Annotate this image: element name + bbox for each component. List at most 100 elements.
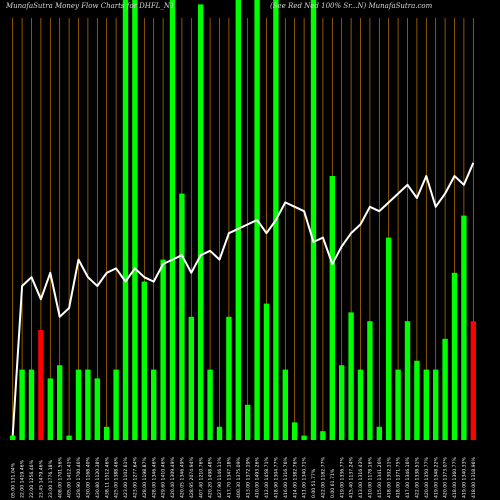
bar <box>386 237 392 440</box>
x-tick-label: 419.00 1336.77% <box>339 456 345 498</box>
x-tick-label: 407.40 1210.76% <box>198 456 204 498</box>
bar <box>376 426 382 440</box>
flow-line <box>11 162 475 436</box>
x-tick-label: 420.20 1498.48% <box>208 456 214 498</box>
x-tick-label: 417.70 1347.18% <box>227 456 233 498</box>
bar <box>113 369 119 440</box>
bar <box>207 369 213 440</box>
bar <box>263 303 270 440</box>
bar <box>19 369 25 440</box>
bar <box>10 435 16 440</box>
x-tick-label: 420.00 1373.07% <box>443 456 449 498</box>
x-tick-label: 429.90 1700.46% <box>76 456 82 498</box>
bar <box>104 426 110 440</box>
bar <box>414 360 420 440</box>
chart-title: MunafaSutra Money Flow Charts for DHFL_N… <box>5 2 174 10</box>
bar <box>57 365 63 440</box>
x-tick-label: 411.00 1340.71% <box>302 456 308 498</box>
bar <box>198 4 204 441</box>
bar <box>235 0 241 440</box>
x-tick-label: 412.00 1458.71% <box>264 456 270 498</box>
bar <box>442 338 448 440</box>
bar <box>310 0 317 440</box>
bar <box>461 215 467 440</box>
x-tick-label: 438.11 1512.46% <box>104 456 110 498</box>
chart-subtitle: (See Red Ned 100% Sr...N) MunafaSutra.co… <box>270 2 433 10</box>
bar <box>245 404 251 440</box>
x-tick-label: 414.00 1382.76% <box>292 456 298 498</box>
x-tick-label: 0.00 61.71% <box>330 468 336 498</box>
x-tick-label: 418.90 1304.77% <box>274 456 280 498</box>
bar <box>282 369 288 440</box>
x-tick-label: 423.00 1102.61% <box>123 456 129 498</box>
grid-lines <box>12 18 474 440</box>
x-tick-label: 430.80 1120.38% <box>95 456 101 498</box>
x-tick-label: 413.00 1372.19% <box>245 456 251 498</box>
x-tick-label: 22.00 1256.46% <box>29 459 35 498</box>
bar <box>320 431 326 440</box>
bar <box>451 272 458 440</box>
bar <box>28 369 35 440</box>
x-tick-label: 420.00 1350.77% <box>424 456 430 498</box>
x-tick-label: 23.00 1776.18% <box>48 459 54 498</box>
x-tick-label: 423.00 1277.64% <box>133 456 139 498</box>
bar <box>122 0 129 440</box>
bar <box>395 369 401 440</box>
x-tick-label: 418.00 1318.96% <box>471 456 477 498</box>
x-tick-label: 428.00 1198.87% <box>142 456 148 498</box>
bar <box>188 316 194 440</box>
x-tick-label: 428.95 2074.94% <box>189 456 195 498</box>
bar <box>433 369 439 440</box>
x-tick-label: 430.00 1168.40% <box>86 456 92 498</box>
x-tick-label: 419.00 1348.22% <box>433 456 439 498</box>
bar <box>348 312 354 440</box>
bar <box>151 369 157 440</box>
bar <box>357 369 364 440</box>
x-tick-label: 416.00 1316.76% <box>283 456 289 498</box>
bar <box>169 0 176 440</box>
x-tick-label: 422.00 1338.51% <box>415 456 421 498</box>
bar <box>404 321 411 440</box>
bar <box>179 193 185 440</box>
x-tick-label: 405.00 1412.41% <box>67 456 73 498</box>
x-tick-label: 420.05 1346.49% <box>180 456 186 498</box>
bar <box>423 369 429 440</box>
x-tick-label: 410.00 1493.26% <box>255 456 261 498</box>
bar <box>132 0 138 440</box>
bars <box>10 0 476 441</box>
bar <box>470 321 476 440</box>
x-tick-label: 418.00 1371.75% <box>396 456 402 498</box>
bar <box>38 330 44 440</box>
bar <box>160 259 166 440</box>
bar <box>85 369 91 440</box>
x-tick-label: 415.00 1341.26% <box>377 456 383 498</box>
bar <box>216 426 223 440</box>
bar <box>66 435 72 440</box>
bar <box>226 316 232 440</box>
x-tick-label: 419.00 1340.33% <box>462 456 468 498</box>
bar <box>367 321 373 440</box>
bar <box>301 435 307 440</box>
price-line <box>11 162 475 436</box>
x-tick-label: 418.00 1302.11% <box>386 456 392 498</box>
bar <box>47 378 53 440</box>
x-tick-label: 23.45 1479.46% <box>39 459 45 498</box>
x-tick-label: 420.40 1309.49% <box>170 456 176 498</box>
bar <box>339 365 345 440</box>
x-tick-label: 428.00 1346.46% <box>151 456 157 498</box>
x-tick-label: 425.00 1388.46% <box>114 456 120 498</box>
x-tick-label: 0.00 51.77% <box>311 468 317 498</box>
x-tick-label: 22.00 1419.46% <box>20 459 26 498</box>
x-tick-label: 418.00 1360.77% <box>452 456 458 498</box>
x-tick-label: 429.60 1410.46% <box>161 456 167 498</box>
x-tick-labels: 05.00 131.04% 22.00 1419.46% 22.00 1256.46… <box>10 456 477 498</box>
x-tick-label: 400.30 1375.09% <box>236 456 242 498</box>
x-tick-label: 417.00 1346.16% <box>405 456 411 498</box>
x-tick-label: 05.00 131.04% <box>10 462 16 498</box>
bar <box>292 422 298 440</box>
x-tick-label: 408.00 1701.56% <box>57 456 63 498</box>
x-tick-label: 410.00 1178.16% <box>368 456 374 498</box>
x-tick-label: 427.90 1146.11% <box>217 456 223 498</box>
x-tick-label: 415.40 1137.24% <box>349 456 355 498</box>
